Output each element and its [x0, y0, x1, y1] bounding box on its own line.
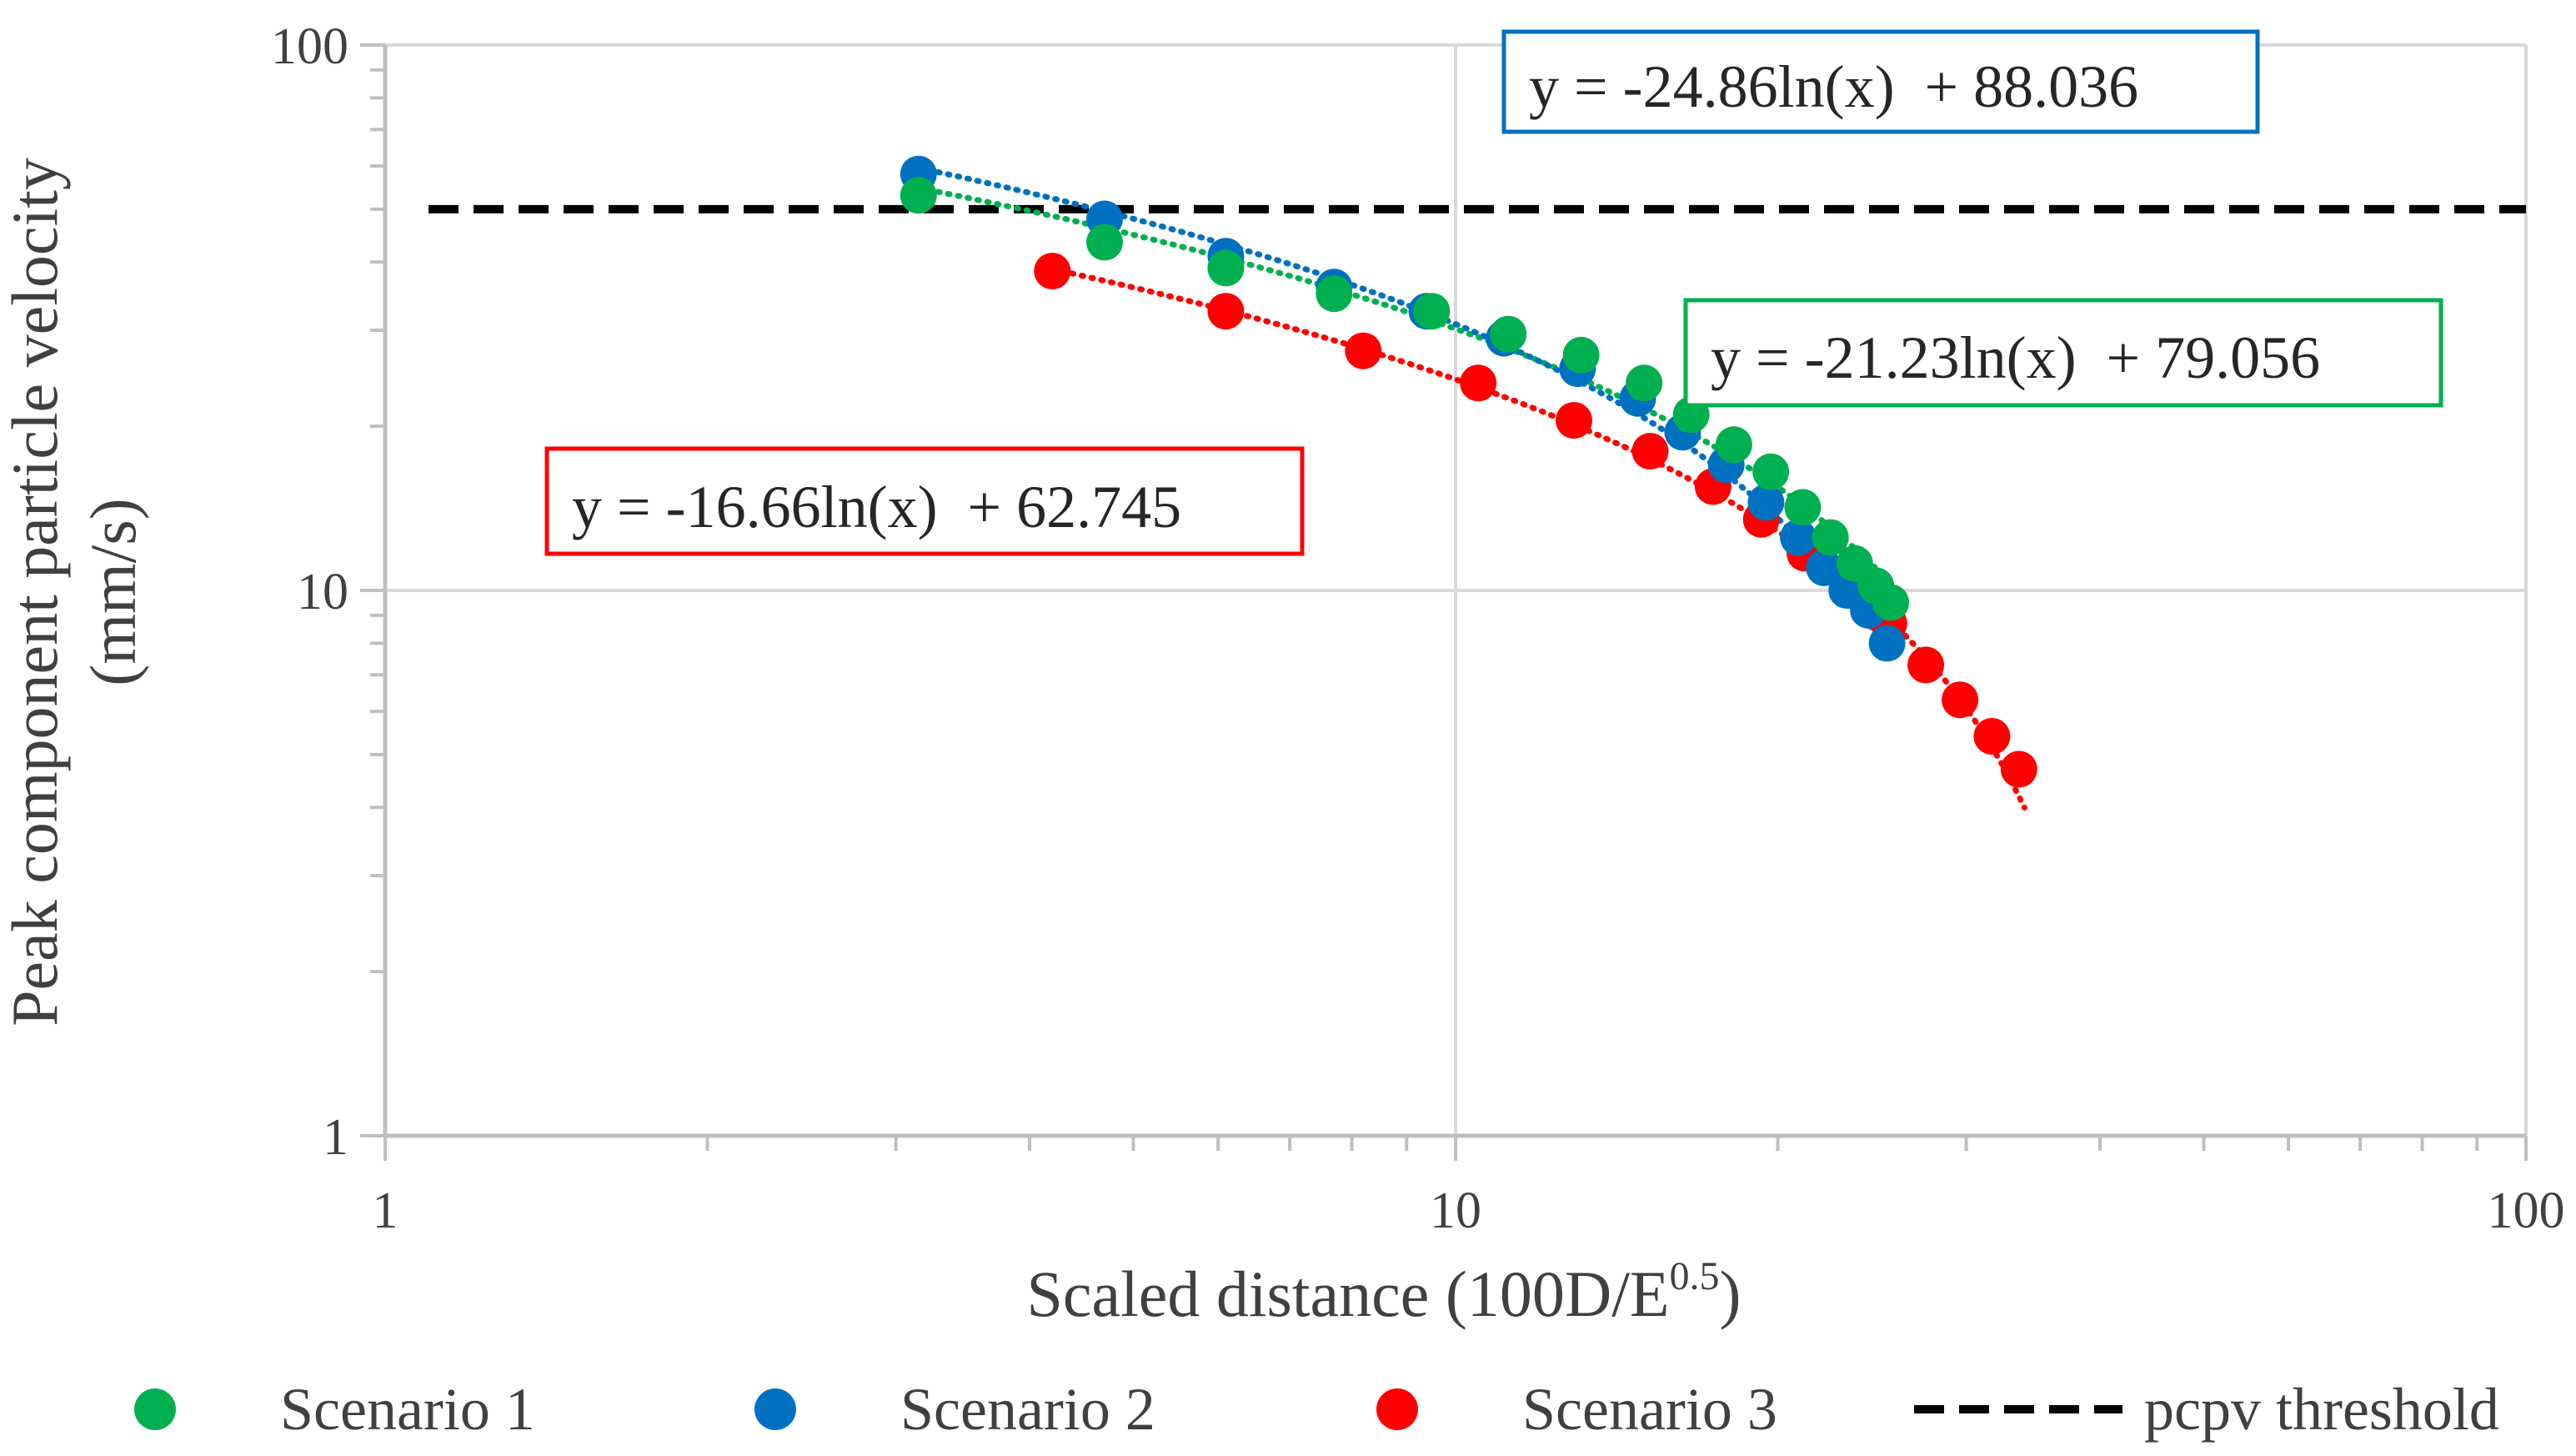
equation-scenario-3: y = -16.66ln(x) + 62.745: [572, 474, 1181, 540]
point-scenario-1-2: [1207, 249, 1245, 287]
point-scenario-2-15: [1868, 625, 1906, 662]
y-tick-label-100: 100: [271, 18, 348, 75]
point-scenario-1-9: [1715, 426, 1752, 464]
legend-label-scenario-1: Scenario 1: [280, 1376, 535, 1443]
y-axis-title-line2: (mm/s): [77, 498, 149, 685]
point-scenario-3-3: [1460, 364, 1497, 402]
data-points: [900, 155, 2037, 788]
point-scenario-3-1: [1207, 293, 1245, 330]
legend-label-scenario-3: Scenario 3: [1522, 1376, 1777, 1443]
legend-label-threshold: pcpv threshold: [2144, 1376, 2499, 1443]
point-scenario-1-0: [900, 177, 937, 214]
y-tick-label-10: 10: [297, 564, 348, 620]
equation-box-scenario-1-border: [1683, 298, 2443, 408]
point-scenario-3-11: [1907, 646, 1945, 684]
equation-box-scenario-2-border: [1501, 29, 2260, 134]
equation-scenario-2: y = -24.86ln(x) + 88.036: [1529, 53, 2138, 120]
point-scenario-3-4: [1556, 402, 1592, 439]
x-axis-title-end: ): [1720, 1258, 1742, 1330]
equation-box-scenario-3: y = -16.66ln(x) + 62.745: [544, 446, 1305, 556]
point-scenario-1-15: [1872, 584, 1909, 621]
y-tick-label-1: 1: [323, 1109, 348, 1166]
x-axis-title-sup: 0.5: [1670, 1254, 1720, 1298]
equation-box-scenario-3-border: [544, 446, 1305, 556]
point-scenario-1-11: [1784, 489, 1822, 526]
point-scenario-1-4: [1413, 293, 1451, 330]
x-axis-title-main: Scaled distance (100D/E: [1026, 1258, 1669, 1330]
point-scenario-3-14: [2000, 751, 2037, 788]
point-scenario-1-5: [1490, 315, 1527, 353]
point-scenario-2-11: [1780, 519, 1817, 556]
y-axis-title-line1: Peak component particle velocity: [0, 158, 71, 1027]
x-axis-title: Scaled distance (100D/E0.5): [1026, 1254, 1741, 1330]
point-scenario-1-6: [1562, 336, 1600, 374]
point-scenario-1-3: [1316, 275, 1353, 313]
point-scenario-1-12: [1812, 519, 1849, 556]
tick-labels: 1 10 100 1 10 100: [271, 18, 2565, 1239]
axes: [360, 43, 2528, 1161]
point-scenario-1-1: [1086, 223, 1123, 261]
point-scenario-3-12: [1942, 681, 1979, 719]
x-tick-label-10: 10: [1430, 1182, 1481, 1239]
point-scenario-3-0: [1034, 253, 1071, 290]
point-scenario-1-10: [1752, 453, 1790, 490]
legend-marker-scenario-1: [134, 1388, 176, 1430]
legend-marker-scenario-2: [754, 1388, 796, 1430]
point-scenario-3-5: [1631, 433, 1669, 470]
point-scenario-3-2: [1345, 332, 1382, 369]
point-scenario-1-7: [1626, 364, 1663, 402]
point-scenario-2-10: [1747, 484, 1785, 521]
legend-label-scenario-2: Scenario 2: [900, 1376, 1155, 1443]
equation-box-scenario-1: y = -21.23ln(x) + 79.056: [1683, 298, 2443, 408]
point-scenario-3-13: [1973, 718, 2011, 755]
equation-scenario-1: y = -21.23ln(x) + 79.056: [1711, 324, 2320, 391]
point-scenario-2-12: [1806, 549, 1843, 586]
equation-box-scenario-2: y = -24.86ln(x) + 88.036: [1501, 29, 2260, 134]
trendline-scenario-1: [915, 184, 1894, 587]
x-tick-label-100: 100: [2488, 1182, 2565, 1239]
legend-marker-scenario-3: [1376, 1388, 1418, 1430]
legend: Scenario 1 Scenario 2 Scenario 3 pcpv th…: [134, 1376, 2499, 1443]
x-tick-label-1: 1: [373, 1182, 398, 1239]
